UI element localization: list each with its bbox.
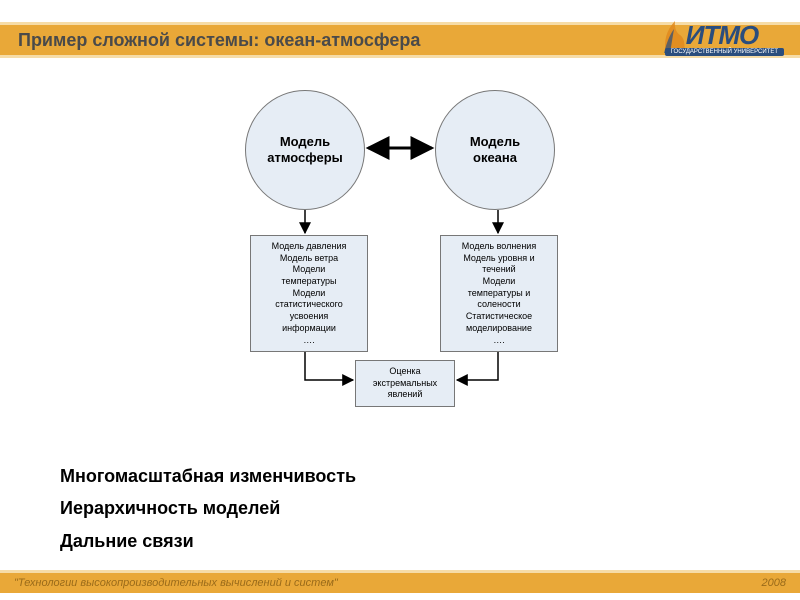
box-atmosphere-submodels: Модель давленияМодель ветраМоделитемпера… [250,235,368,352]
bullet-3: Дальние связи [60,525,356,557]
diagram: Модельатмосферы Модельокеана Модель давл… [0,70,800,450]
footer-left: "Технологии высокопроизводительных вычис… [14,577,338,589]
logo-subtitle: ГОСУДАРСТВЕННЫЙ УНИВЕРСИТЕТ [665,48,784,56]
footer-right: 2008 [762,577,786,589]
bullet-list: Многомасштабная изменчивость Иерархичнос… [60,460,356,557]
node-ocean-model: Модельокеана [435,90,555,210]
page-title: Пример сложной системы: океан-атмосфера [18,30,420,51]
box-ocean-submodels: Модель волненияМодель уровня итеченийМод… [440,235,558,352]
bullet-1: Многомасштабная изменчивость [60,460,356,492]
bullet-2: Иерархичность моделей [60,492,356,524]
box-extreme-events: Оценкаэкстремальныхявлений [355,360,455,407]
footer-band: "Технологии высокопроизводительных вычис… [0,573,800,593]
logo-text: ИTMО [686,20,758,51]
node-atmosphere-model: Модельатмосферы [245,90,365,210]
